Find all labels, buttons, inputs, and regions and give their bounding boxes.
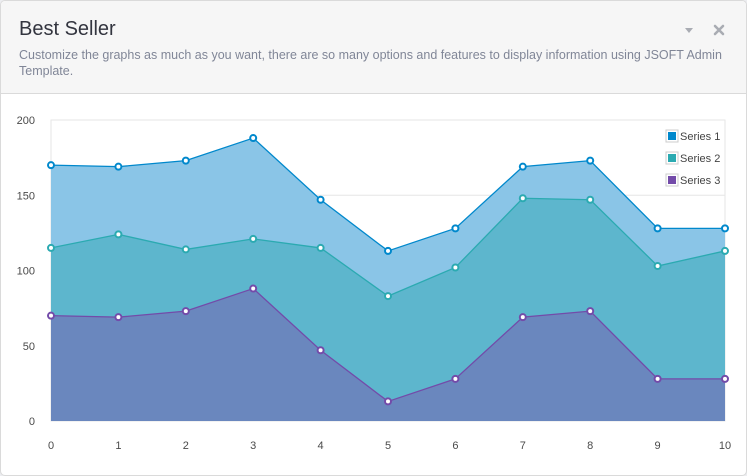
point-series-3 bbox=[518, 313, 527, 322]
x-tick-label: 10 bbox=[719, 440, 731, 452]
legend-swatch-series-1 bbox=[668, 132, 676, 140]
x-tick-label: 1 bbox=[115, 440, 121, 452]
close-icon bbox=[713, 24, 725, 36]
x-tick-label: 9 bbox=[655, 440, 661, 452]
panel-subtitle: Customize the graphs as much as you want… bbox=[19, 48, 722, 78]
x-tick-label: 8 bbox=[587, 440, 593, 452]
x-tick-label: 0 bbox=[48, 440, 54, 452]
toggle-button[interactable] bbox=[682, 23, 696, 37]
legend-label-series-3: Series 3 bbox=[680, 175, 720, 187]
legend-label-series-1: Series 1 bbox=[680, 131, 720, 143]
point-series-1 bbox=[47, 161, 55, 170]
point-series-1 bbox=[721, 224, 729, 233]
x-tick-label: 4 bbox=[318, 440, 324, 452]
x-tick-label: 7 bbox=[520, 440, 526, 452]
point-series-1 bbox=[316, 195, 325, 204]
point-series-3 bbox=[114, 313, 123, 322]
legend-swatch-series-3 bbox=[668, 176, 676, 184]
panel-actions bbox=[670, 23, 726, 39]
point-series-3 bbox=[181, 307, 190, 316]
point-series-1 bbox=[518, 162, 527, 171]
y-tick-label: 0 bbox=[29, 416, 35, 428]
x-tick-label: 3 bbox=[250, 440, 256, 452]
legend-swatch-series-2 bbox=[668, 154, 676, 162]
point-series-3 bbox=[249, 284, 258, 293]
point-series-3 bbox=[451, 374, 460, 383]
point-series-2 bbox=[384, 292, 392, 301]
x-tick-label: 6 bbox=[452, 440, 458, 452]
point-series-2 bbox=[114, 230, 123, 239]
y-tick-label: 150 bbox=[17, 190, 35, 202]
point-series-2 bbox=[518, 194, 527, 203]
point-series-3 bbox=[384, 397, 392, 406]
y-tick-label: 200 bbox=[17, 115, 35, 127]
toggle-icon bbox=[684, 28, 693, 33]
point-series-3 bbox=[653, 374, 662, 383]
point-series-1 bbox=[114, 162, 123, 171]
point-series-1 bbox=[586, 156, 595, 165]
point-series-2 bbox=[721, 246, 729, 255]
panel-heading: Best Seller Customize the graphs as much… bbox=[1, 1, 746, 94]
legend-label-series-2: Series 2 bbox=[680, 153, 720, 165]
point-series-3 bbox=[586, 307, 595, 316]
point-series-2 bbox=[653, 261, 662, 270]
point-series-3 bbox=[721, 374, 729, 383]
point-series-1 bbox=[249, 134, 258, 143]
y-tick-label: 50 bbox=[23, 341, 35, 353]
point-series-2 bbox=[249, 234, 258, 243]
x-tick-label: 5 bbox=[385, 440, 391, 452]
point-series-2 bbox=[316, 243, 325, 252]
point-series-1 bbox=[181, 156, 190, 165]
panel-body: 0 50 100 150 200 0 1 2 3 4 5 6 7 8 9 10 Series 1 Series 2… bbox=[1, 94, 746, 475]
point-series-1 bbox=[384, 246, 392, 255]
stacked-area-chart: 0 50 100 150 200 0 1 2 3 4 5 6 7 8 9 10 Series 1 Series 2… bbox=[17, 115, 731, 452]
point-series-1 bbox=[451, 224, 460, 233]
point-series-2 bbox=[586, 195, 595, 204]
y-tick-label: 100 bbox=[17, 266, 35, 278]
point-series-2 bbox=[181, 245, 190, 254]
point-series-1 bbox=[653, 224, 662, 233]
close-button[interactable] bbox=[712, 23, 726, 37]
x-tick-label: 2 bbox=[183, 440, 189, 452]
point-series-3 bbox=[316, 346, 325, 355]
point-series-2 bbox=[451, 263, 460, 272]
point-series-2 bbox=[47, 243, 55, 252]
panel-title: Best Seller bbox=[19, 18, 116, 40]
point-series-3 bbox=[47, 311, 55, 320]
area-series-3 bbox=[51, 288, 725, 421]
